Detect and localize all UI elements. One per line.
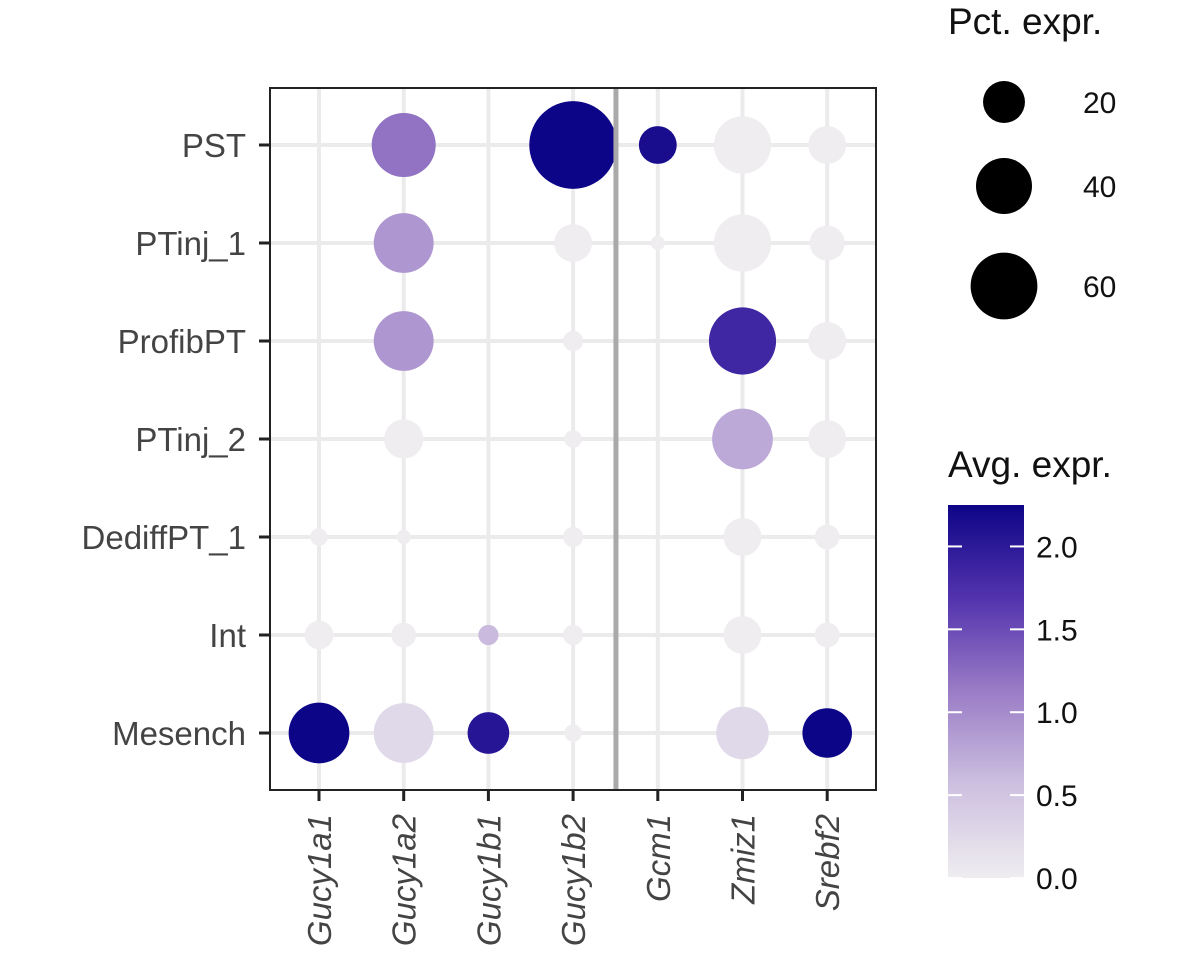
dot-Mesench-Gucy1b2: [564, 724, 582, 742]
dot-DediffPT_1-Gucy1b2: [562, 526, 584, 548]
dot-PTinj_1-Gucy1a2: [373, 213, 434, 273]
colorbar-label-2: 2.0: [1036, 531, 1078, 564]
dot-Int-Gucy1b2: [562, 624, 584, 646]
dot-DediffPT_1-Gucy1a1: [310, 528, 328, 546]
x-tick-label-Gcm1: Gcm1: [640, 814, 677, 902]
dot-Mesench-Zmiz1: [716, 706, 769, 760]
dot-PST-Gucy1a2: [371, 112, 436, 178]
x-tick-label-Gucy1b2: Gucy1b2: [555, 814, 592, 946]
dot-DediffPT_1-Gucy1a2: [396, 529, 411, 545]
dot-PTinj_2-Srebf2: [808, 420, 847, 458]
dot-PTinj_1-Gucy1b2: [554, 224, 593, 262]
x-tick-label-Gucy1a2: Gucy1a2: [386, 814, 423, 946]
dot-Int-Gucy1a2: [391, 622, 417, 648]
x-tick-label-Zmiz1: Zmiz1: [725, 814, 762, 905]
dot-Int-Gucy1b1: [478, 624, 499, 646]
size-legend: Pct. expr. 20 40 60: [948, 1, 1116, 320]
y-tick-label-Mesench: Mesench: [112, 715, 246, 752]
dot-Int-Gucy1a1: [304, 620, 334, 650]
dot-Mesench-Gucy1a2: [373, 703, 434, 763]
size-legend-title: Pct. expr.: [948, 1, 1102, 42]
y-tick-label-PST: PST: [182, 127, 246, 164]
dot-PTinj_2-Gucy1b2: [564, 430, 582, 448]
color-legend: Avg. expr. 0.0 0.5 1.0 1.5 2.0: [948, 444, 1112, 896]
y-tick-label-ProfibPT: ProfibPT: [118, 323, 246, 360]
color-legend-title: Avg. expr.: [948, 444, 1112, 485]
dot-PTinj_2-Zmiz1: [712, 408, 773, 470]
y-tick-label-DediffPT_1: DediffPT_1: [82, 519, 246, 556]
data-points: [288, 101, 852, 764]
dot-Mesench-Gucy1a1: [288, 702, 350, 764]
colorbar: [948, 505, 1024, 878]
y-tick-label-PTinj_2: PTinj_2: [135, 421, 246, 458]
y-axis: PST PTinj_1 ProfibPT PTinj_2 DediffPT_1 Int Me…: [82, 127, 270, 752]
size-legend-label-20: 20: [1083, 87, 1116, 120]
dot-DediffPT_1-Zmiz1: [723, 518, 762, 556]
dot-Int-Srebf2: [814, 622, 840, 648]
dot-PST-Srebf2: [808, 126, 847, 164]
x-tick-label-Gucy1b1: Gucy1b1: [470, 814, 507, 946]
dot-PTinj_1-Gcm1: [650, 235, 665, 251]
dot-Mesench-Gucy1b1: [467, 712, 510, 754]
colorbar-label-1.5: 1.5: [1036, 614, 1078, 647]
size-legend-dot-20: [983, 81, 1025, 123]
y-tick-label-Int: Int: [209, 617, 246, 654]
dot-DediffPT_1-Srebf2: [814, 524, 840, 550]
x-axis: Gucy1a1 Gucy1a2 Gucy1b1 Gucy1b2 Gcm1 Zmiz1 Sre…: [301, 790, 846, 946]
colorbar-label-1: 1.0: [1036, 697, 1078, 730]
size-legend-label-40: 40: [1083, 171, 1116, 204]
size-legend-dot-60: [970, 252, 1038, 320]
dot-ProfibPT-Srebf2: [808, 322, 847, 360]
y-tick-label-PTinj_1: PTinj_1: [135, 225, 246, 262]
colorbar-label-0.5: 0.5: [1036, 780, 1078, 813]
size-legend-label-60: 60: [1083, 271, 1116, 304]
dot-PTinj_2-Gucy1a2: [384, 419, 424, 459]
x-tick-label-Srebf2: Srebf2: [809, 814, 846, 911]
dot-ProfibPT-Gucy1a2: [373, 311, 434, 371]
dot-PTinj_1-Srebf2: [809, 225, 845, 261]
dot-PST-Gcm1: [638, 126, 677, 164]
dot-PTinj_1-Zmiz1: [713, 214, 772, 272]
dot-Mesench-Srebf2: [802, 708, 852, 758]
x-tick-label-Gucy1a1: Gucy1a1: [301, 814, 338, 946]
dot-PST-Zmiz1: [713, 116, 772, 174]
colorbar-label-0: 0.0: [1036, 863, 1078, 896]
dot-ProfibPT-Zmiz1: [708, 307, 777, 375]
dot-ProfibPT-Gucy1b2: [562, 330, 584, 352]
size-legend-dot-40: [975, 157, 1033, 215]
dot-PST-Gucy1b2: [529, 101, 617, 189]
dot-Int-Zmiz1: [723, 616, 762, 654]
